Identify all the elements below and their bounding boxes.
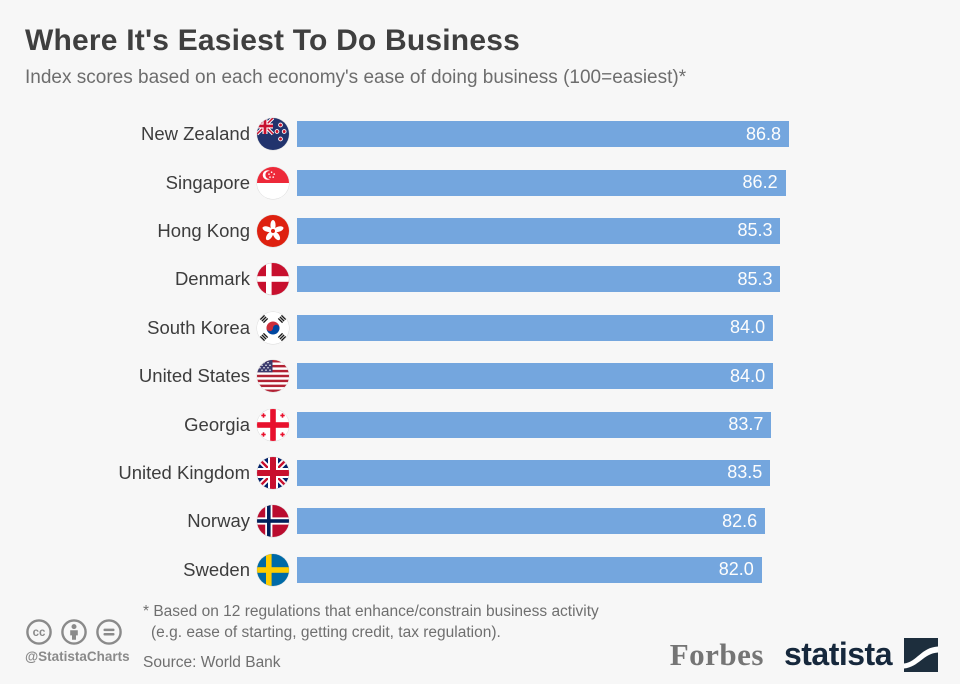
footnote-line-1: * Based on 12 regulations that enhance/c… [143, 603, 599, 620]
bar-row-united-states: United States 84.0 [0, 352, 960, 400]
country-label: United Kingdom [118, 461, 250, 483]
bar: 85.3 [297, 217, 781, 244]
bar-track: 85.3 [297, 217, 789, 244]
statista-logo-icon [904, 637, 938, 672]
brand-block: Forbes statista [670, 636, 938, 673]
norway-label: Norway [187, 510, 250, 532]
bar-value-label: 84.0 [730, 317, 766, 338]
page-title: Where It's Easiest To Do Business [25, 24, 520, 57]
country-label: Denmark [174, 268, 250, 290]
page-subtitle: Index scores based on each economy's eas… [25, 67, 687, 88]
bar-value-label: 86.8 [745, 123, 781, 144]
no-derivatives-icon [95, 618, 123, 646]
georgia-flag-icon [257, 408, 289, 441]
bar-value-label: 83.7 [728, 414, 764, 435]
bar-chart: New Zealand 86.8 Singapore 86.2 Hong Kon… [0, 110, 960, 594]
bar-value-label: 82.6 [722, 510, 758, 531]
forbes-logo: Forbes [669, 636, 764, 672]
source-text: Source: World Bank [143, 654, 281, 671]
statista-wordmark: statista [783, 636, 893, 672]
bar: 86.2 [297, 169, 786, 196]
footnote-line-2: (e.g. ease of starting, getting credit, … [151, 624, 501, 641]
bar-track: 85.3 [297, 266, 789, 293]
united-states-flag-icon [257, 360, 289, 393]
bar-value-label: 85.3 [737, 268, 773, 289]
south-korea-flag-icon [257, 311, 289, 344]
country-label: Singapore [165, 171, 250, 193]
bar-row-georgia: Georgia 83.7 [0, 400, 960, 448]
country-label: Georgia [184, 413, 250, 435]
country-label: Hong Kong [157, 219, 250, 241]
norway-flag-icon [257, 505, 289, 538]
country-label: New Zealand [140, 123, 250, 145]
bar-track: 86.8 [297, 121, 789, 148]
bar: 83.7 [297, 411, 772, 438]
creative-commons-icon: cc [25, 618, 53, 646]
hong-kong-flag-icon [257, 214, 289, 247]
bar-value-label: 85.3 [737, 220, 773, 241]
bar-row-denmark: Denmark 85.3 [0, 255, 960, 303]
footnote-block: * Based on 12 regulations that enhance/c… [143, 601, 599, 673]
bar: 84.0 [297, 363, 774, 390]
united-kingdom-flag-icon [257, 456, 289, 489]
bar: 85.3 [297, 266, 781, 293]
bar: 83.5 [297, 459, 771, 486]
bar-track: 82.6 [297, 508, 789, 535]
statista-charts-handle: @StatistaCharts [25, 649, 130, 664]
chart-header: Where It's Easiest To Do Business Index … [25, 24, 935, 89]
bar: 82.0 [297, 556, 762, 583]
country-label: United States [138, 365, 250, 387]
bar-row-sweden: Sweden 82.0 [0, 546, 960, 594]
country-label: South Korea [147, 316, 250, 338]
sweden-flag-icon [257, 553, 289, 586]
bar-row-new-zealand: New Zealand 86.8 [0, 110, 960, 158]
bar: 82.6 [297, 508, 766, 535]
bar: 84.0 [297, 314, 774, 341]
attribution-icon [60, 618, 88, 646]
bar-track: 83.7 [297, 411, 789, 438]
bar-track: 82.0 [297, 556, 789, 583]
bar-row-singapore: Singapore 86.2 [0, 158, 960, 206]
denmark-flag-icon [257, 263, 289, 296]
bar-value-label: 82.0 [718, 559, 754, 580]
bar-value-label: 83.5 [727, 462, 763, 483]
bar-track: 83.5 [297, 459, 789, 486]
bar-track: 84.0 [297, 314, 789, 341]
bar-track: 84.0 [297, 363, 789, 390]
creative-commons-block: cc @StatistaCharts [25, 618, 137, 664]
bar-value-label: 86.2 [742, 172, 778, 193]
bar-row-united-kingdom: United Kingdom 83.5 [0, 449, 960, 497]
bar-row-norway: Norway 82.6 [0, 497, 960, 545]
country-label: Sweden [183, 558, 250, 580]
new-zealand-flag-icon [257, 118, 289, 151]
bar-row-south-korea: South Korea 84.0 [0, 304, 960, 352]
singapore-flag-icon [257, 166, 289, 199]
bar-value-label: 84.0 [730, 365, 766, 386]
svg-text:cc: cc [33, 627, 46, 639]
bar-row-hong-kong: Hong Kong 85.3 [0, 207, 960, 255]
bar-track: 86.2 [297, 169, 789, 196]
bar: 86.8 [297, 121, 789, 148]
